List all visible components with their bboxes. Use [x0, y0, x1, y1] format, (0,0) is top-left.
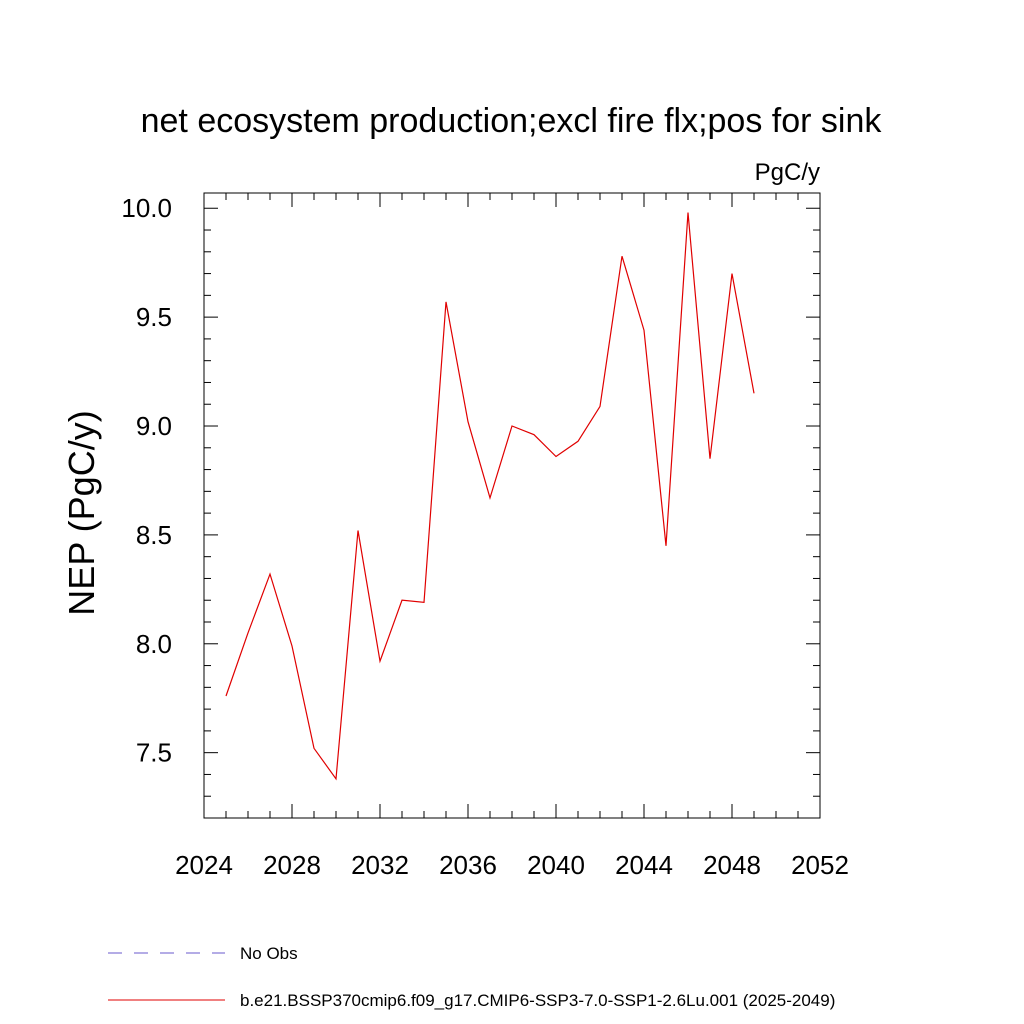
x-tick-label: 2032: [351, 850, 409, 880]
x-tick-label: 2024: [175, 850, 233, 880]
y-tick-label: 9.0: [136, 411, 172, 441]
plot-area: [203, 192, 821, 819]
y-axis-label: NEP (PgC/y): [61, 410, 102, 615]
legend-label: No Obs: [240, 944, 298, 963]
x-tick-label: 2036: [439, 850, 497, 880]
x-tick-label: 2028: [263, 850, 321, 880]
x-tick-label: 2040: [527, 850, 585, 880]
y-tick-label: 8.0: [136, 629, 172, 659]
legend: No Obs b.e21.BSSP370cmip6.f09_g17.CMIP6-S…: [108, 944, 835, 1010]
units-label: PgC/y: [755, 159, 820, 186]
x-tick-label: 2052: [791, 850, 849, 880]
chart-title: net ecosystem production;excl fire flx;p…: [141, 102, 883, 140]
x-axis-ticks: 2024 2028 2032 2036 2040 2044 2048 2052: [175, 193, 849, 880]
series-layer: [225, 212, 755, 781]
x-tick-label: 2048: [703, 850, 761, 880]
y-tick-label: 9.5: [136, 302, 172, 332]
y-axis-ticks: 7.5 8.0 8.5 9.0 9.5 10.0: [121, 193, 820, 819]
legend-label: b.e21.BSSP370cmip6.f09_g17.CMIP6-SSP3-7.…: [240, 991, 835, 1010]
y-tick-label: 8.5: [136, 520, 172, 550]
plot-frame: [203, 192, 821, 819]
series-line: [225, 212, 755, 781]
y-tick-label: 7.5: [136, 738, 172, 768]
y-tick-label: 10.0: [121, 193, 172, 223]
x-tick-label: 2044: [615, 850, 673, 880]
